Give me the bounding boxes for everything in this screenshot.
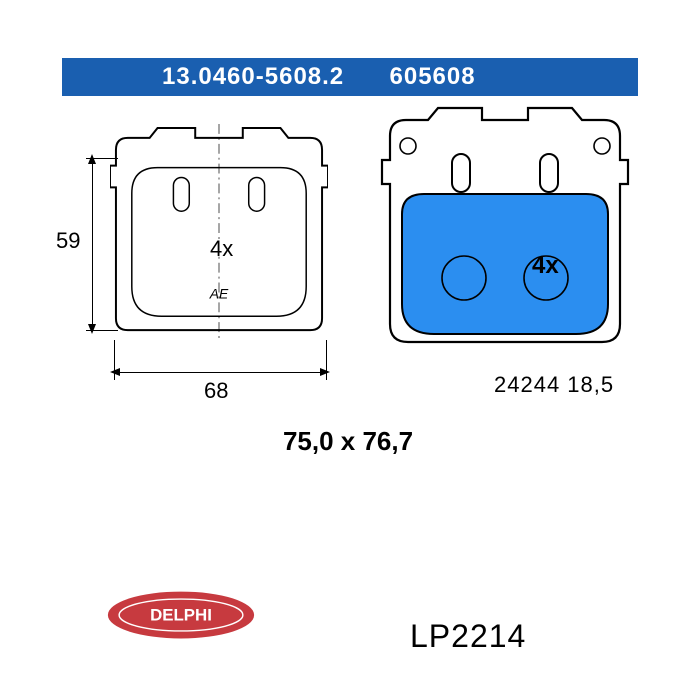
shim-plate-drawing: AE: [110, 124, 328, 342]
dim-width-label: 68: [204, 378, 228, 404]
product-diagram-card: 13.0460-5608.2 605608 59: [0, 0, 700, 700]
dim-height-arrow-top: [88, 154, 96, 164]
dim-width-arrow-right: [320, 368, 330, 376]
header-codes: 13.0460-5608.2 605608: [162, 63, 476, 91]
header-code-2: 605608: [390, 63, 476, 90]
pad-dimensions-line: 75,0 x 76,7: [60, 426, 636, 457]
header-band: 13.0460-5608.2 605608: [62, 58, 638, 96]
dim-height-line: [92, 160, 93, 328]
diagram-area: 59 AE 4x 68: [62, 96, 638, 406]
part-number: LP2214: [410, 618, 526, 655]
shim-qty-label: 4x: [210, 236, 233, 262]
svg-text:AE: AE: [209, 285, 229, 301]
dim-height-label: 59: [56, 228, 80, 254]
dim-height-arrow-bottom: [88, 324, 96, 334]
pad-qty-label: 4x: [532, 252, 559, 280]
brand-logo: DELPHI: [106, 588, 256, 642]
dim-width-arrow-left: [110, 368, 120, 376]
brand-logo-text: DELPHI: [150, 606, 212, 625]
brake-pad-drawing: [380, 102, 630, 362]
header-code-1: 13.0460-5608.2: [162, 63, 344, 90]
dim-width-line: [116, 372, 324, 373]
pad-code-line: 24244 18,5: [494, 372, 614, 398]
